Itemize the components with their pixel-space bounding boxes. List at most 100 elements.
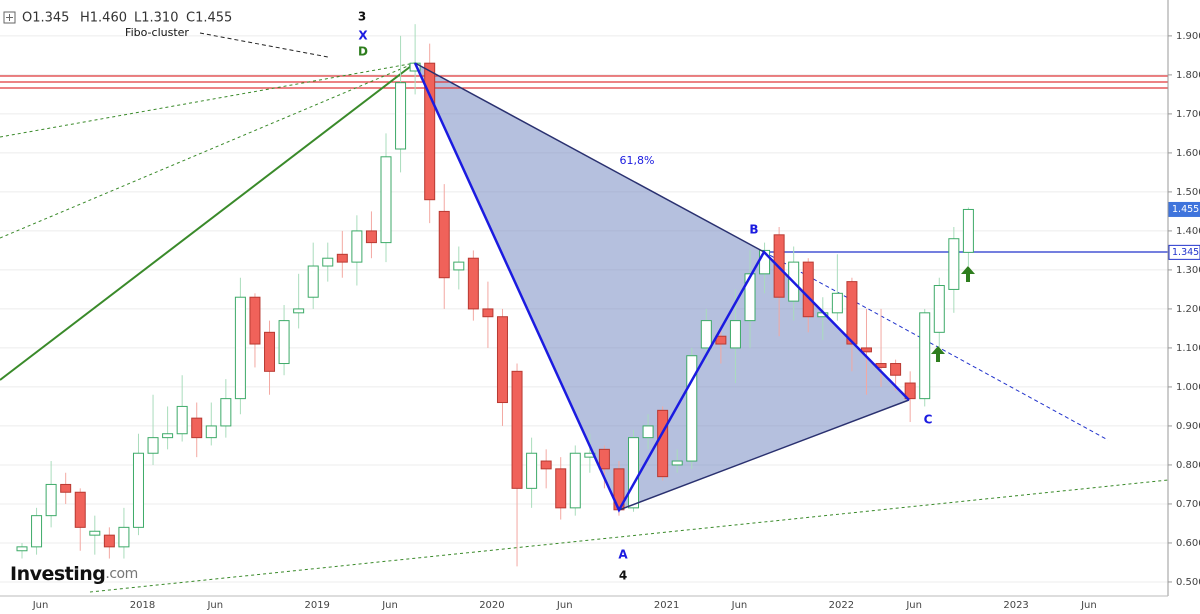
x-tick-label: 2022 bbox=[829, 600, 854, 611]
candle-body bbox=[132, 452, 144, 528]
trend-line bbox=[0, 62, 416, 138]
price-tag bbox=[1168, 201, 1200, 217]
candle-body bbox=[846, 281, 858, 345]
candle-body bbox=[657, 409, 669, 478]
candle-body bbox=[729, 320, 741, 349]
candle-body bbox=[103, 534, 115, 548]
y-tick-label: 1.900 bbox=[1176, 31, 1200, 42]
candle-body bbox=[919, 312, 931, 400]
candle-body bbox=[526, 452, 538, 489]
y-tick-label: 1.300 bbox=[1176, 265, 1200, 276]
pattern-line bbox=[618, 399, 910, 511]
candle-body bbox=[467, 257, 479, 310]
candle-body bbox=[380, 156, 392, 244]
price-tag-label: 1.455 bbox=[1172, 204, 1199, 215]
x-tick-label: Jun bbox=[731, 600, 748, 611]
y-tick-label: 1.000 bbox=[1176, 382, 1200, 393]
annotation: 4 bbox=[619, 569, 627, 583]
candle-body bbox=[496, 316, 508, 404]
candle-body bbox=[744, 273, 756, 322]
candle-body bbox=[555, 468, 567, 509]
candle-body bbox=[234, 296, 246, 400]
arrow-up bbox=[931, 346, 945, 362]
candle-body bbox=[395, 82, 407, 150]
candle-body bbox=[89, 530, 101, 536]
price-tag bbox=[1168, 244, 1200, 260]
candle-body bbox=[205, 425, 217, 439]
x-tick-label: Jun bbox=[1080, 600, 1097, 611]
candle-body bbox=[293, 308, 305, 314]
candle-body bbox=[904, 382, 916, 400]
candle-body bbox=[16, 546, 28, 552]
x-tick-label: Jun bbox=[206, 600, 223, 611]
y-tick-label: 0.900 bbox=[1176, 421, 1200, 432]
annotation: X bbox=[358, 29, 368, 43]
candle-body bbox=[365, 230, 377, 244]
pattern-line bbox=[414, 62, 765, 253]
candle-body bbox=[424, 62, 436, 201]
trend-line bbox=[0, 62, 416, 381]
candle-body bbox=[802, 261, 814, 318]
ohlc-close: C1.455 bbox=[186, 11, 232, 26]
candle-body bbox=[74, 491, 86, 528]
y-tick-label: 1.200 bbox=[1176, 304, 1200, 315]
annotation: C bbox=[924, 413, 933, 427]
annotation: B bbox=[749, 223, 758, 237]
candle-body bbox=[598, 448, 610, 470]
candle-body bbox=[176, 405, 188, 435]
trend-line bbox=[89, 479, 1169, 593]
annotation: Fibo-cluster bbox=[125, 26, 189, 39]
pointer-line bbox=[199, 32, 329, 58]
annotation: 3 bbox=[358, 10, 366, 24]
candle-body bbox=[540, 460, 552, 470]
candle-body bbox=[700, 320, 712, 349]
candle-body bbox=[933, 285, 945, 333]
ohlc-open: O1.345 bbox=[22, 11, 69, 26]
candle-body bbox=[511, 370, 523, 489]
x-tick-label: Jun bbox=[381, 600, 398, 611]
candle-body bbox=[686, 355, 698, 462]
arrow-up bbox=[961, 266, 975, 282]
candle-body bbox=[628, 437, 640, 509]
candle-body bbox=[482, 308, 494, 318]
candle-body bbox=[671, 460, 683, 466]
candle-body bbox=[60, 483, 72, 493]
x-tick-label: 2019 bbox=[304, 600, 329, 611]
y-tick-label: 0.700 bbox=[1176, 499, 1200, 510]
pattern-fill bbox=[415, 63, 909, 510]
x-tick-label: 2018 bbox=[130, 600, 155, 611]
expand-icon bbox=[6, 14, 13, 21]
candle-body bbox=[831, 292, 843, 314]
candle-body bbox=[45, 483, 57, 517]
candles bbox=[16, 24, 974, 567]
y-tick-label: 1.500 bbox=[1176, 187, 1200, 198]
candle-body bbox=[438, 210, 450, 279]
candle-body bbox=[642, 425, 654, 439]
candle-body bbox=[31, 515, 43, 548]
y-tick-label: 0.500 bbox=[1176, 577, 1200, 588]
candle-body bbox=[322, 257, 334, 267]
x-tick-label: 2021 bbox=[654, 600, 679, 611]
trend-line bbox=[763, 251, 1109, 441]
annotation: D bbox=[358, 45, 368, 59]
x-tick-label: 2023 bbox=[1003, 600, 1028, 611]
annotation: 61,8% bbox=[620, 154, 655, 167]
y-tick-label: 0.600 bbox=[1176, 538, 1200, 549]
logo: Investing.com bbox=[10, 563, 138, 585]
candle-body bbox=[264, 331, 276, 372]
ohlc-low: L1.310 bbox=[134, 11, 178, 26]
candle-body bbox=[890, 363, 902, 376]
candle-body bbox=[336, 253, 348, 263]
y-tick-label: 0.800 bbox=[1176, 460, 1200, 471]
candle-body bbox=[162, 433, 174, 439]
candle-body bbox=[118, 526, 130, 548]
ohlc-high: H1.460 bbox=[80, 11, 127, 26]
y-tick-label: 1.600 bbox=[1176, 148, 1200, 159]
candle-body bbox=[453, 261, 465, 271]
candle-body bbox=[948, 238, 960, 290]
candle-body bbox=[351, 230, 363, 263]
x-tick-label: Jun bbox=[556, 600, 573, 611]
price-tag-label: 1.345 bbox=[1172, 247, 1199, 258]
expand-icon[interactable] bbox=[3, 11, 16, 24]
